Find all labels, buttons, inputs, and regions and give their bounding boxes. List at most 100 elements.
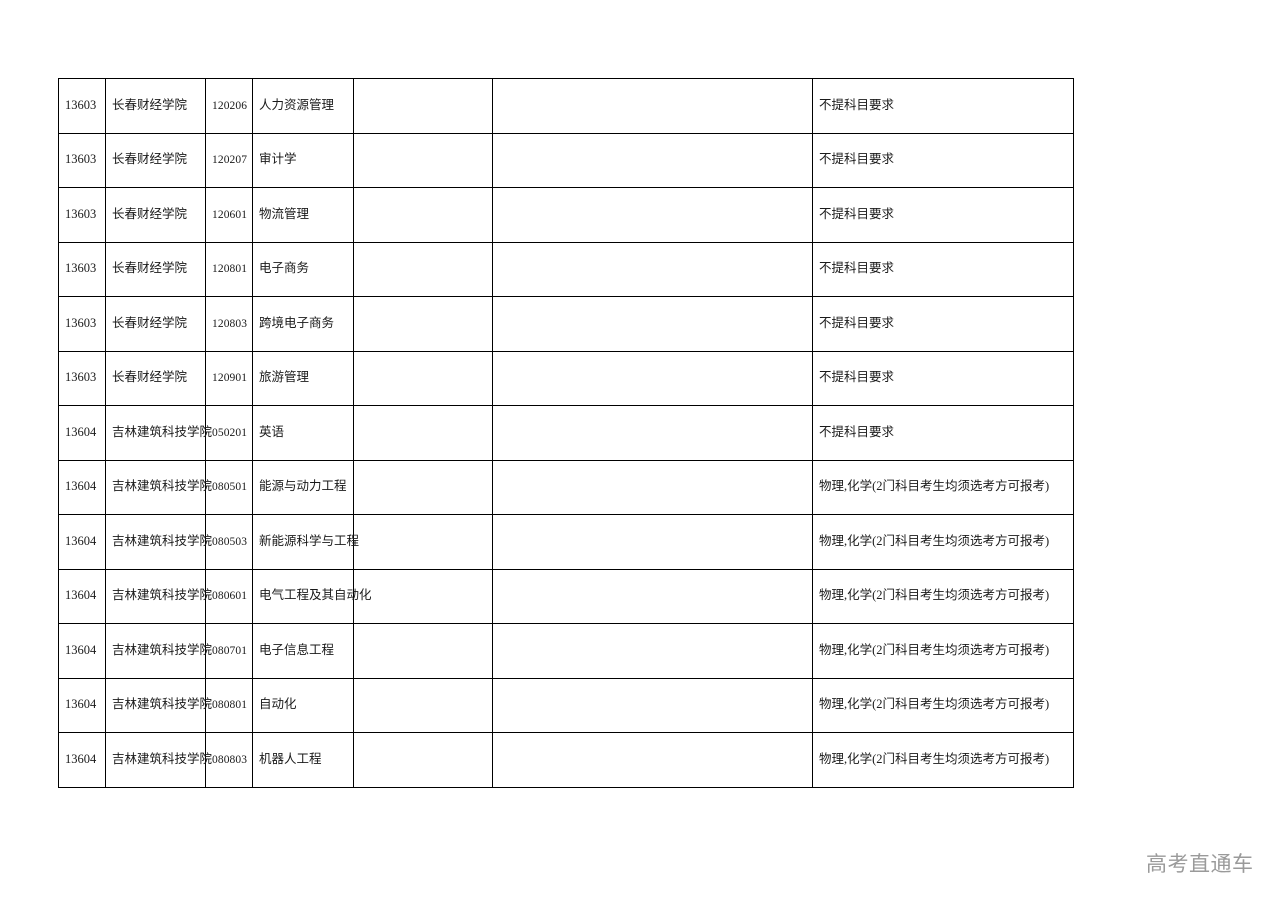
cell-blank-a (353, 187, 493, 243)
cell-major-code: 120901 (205, 350, 253, 406)
cell-school-code: 13604 (58, 623, 106, 679)
cell-school-name: 长春财经学院 (105, 78, 206, 134)
cell-blank-b (492, 132, 813, 188)
table-row: 13603 长春财经学院 120801 电子商务 不提科目要求 (58, 241, 1074, 297)
cell-blank-a (353, 514, 493, 570)
cell-blank-a (353, 78, 493, 134)
cell-school-name: 长春财经学院 (105, 241, 206, 297)
cell-blank-b (492, 405, 813, 461)
cell-blank-b (492, 459, 813, 515)
table-row: 13604 吉林建筑科技学院 080601 电气工程及其自动化 物理,化学(2门科目考生… (58, 568, 1074, 624)
cell-major-code: 080701 (205, 623, 253, 679)
table-row: 13604 吉林建筑科技学院 080503 新能源科学与工程 物理,化学(2门科目考生均… (58, 514, 1074, 570)
cell-major-name: 人力资源管理 (252, 78, 354, 134)
cell-requirement: 不提科目要求 (812, 78, 1074, 134)
watermark: 高考直通车 (1146, 853, 1254, 876)
cell-major-code: 080803 (205, 732, 253, 788)
cell-blank-b (492, 732, 813, 788)
table-row: 13603 长春财经学院 120803 跨境电子商务 不提科目要求 (58, 296, 1074, 352)
cell-major-code: 080601 (205, 568, 253, 624)
cell-major-name: 新能源科学与工程 (252, 514, 359, 570)
cell-requirement: 物理,化学(2门科目考生均须选考方可报考) (812, 732, 1074, 788)
subject-requirement-table: 13603 长春财经学院 120206 人力资源管理 不提科目要求 13603 长春财经学院… (58, 78, 1074, 788)
cell-major-name: 能源与动力工程 (252, 459, 354, 515)
cell-major-name: 电气工程及其自动化 (252, 568, 372, 624)
cell-major-code: 080501 (205, 459, 253, 515)
cell-blank-a (353, 732, 493, 788)
cell-blank-b (492, 78, 813, 134)
cell-school-code: 13604 (58, 568, 106, 624)
cell-school-name: 吉林建筑科技学院 (105, 732, 212, 788)
cell-requirement: 不提科目要求 (812, 241, 1074, 297)
cell-school-code: 13603 (58, 78, 106, 134)
cell-blank-b (492, 677, 813, 733)
cell-major-name: 电子商务 (252, 241, 354, 297)
cell-blank-a (353, 677, 493, 733)
cell-school-code: 13604 (58, 677, 106, 733)
cell-blank-b (492, 514, 813, 570)
table-row: 13604 吉林建筑科技学院 080803 机器人工程 物理,化学(2门科目考生均须选考… (58, 732, 1074, 788)
cell-major-code: 080503 (205, 514, 253, 570)
cell-major-name: 物流管理 (252, 187, 354, 243)
cell-major-name: 审计学 (252, 132, 354, 188)
cell-school-name: 吉林建筑科技学院 (105, 514, 212, 570)
cell-blank-a (353, 405, 493, 461)
table-row: 13604 吉林建筑科技学院 080801 自动化 物理,化学(2门科目考生均须选考方可… (58, 677, 1074, 733)
cell-requirement: 不提科目要求 (812, 132, 1074, 188)
cell-requirement: 物理,化学(2门科目考生均须选考方可报考) (812, 568, 1074, 624)
table-body: 13603 长春财经学院 120206 人力资源管理 不提科目要求 13603 长春财经学院… (58, 78, 1074, 788)
cell-blank-a (353, 241, 493, 297)
cell-blank-a (353, 568, 493, 624)
cell-blank-b (492, 568, 813, 624)
table-row: 13603 长春财经学院 120207 审计学 不提科目要求 (58, 132, 1074, 188)
table-row: 13604 吉林建筑科技学院 080701 电子信息工程 物理,化学(2门科目考生均须选… (58, 623, 1074, 679)
cell-blank-b (492, 296, 813, 352)
cell-blank-b (492, 350, 813, 406)
cell-major-name: 旅游管理 (252, 350, 354, 406)
cell-requirement: 物理,化学(2门科目考生均须选考方可报考) (812, 623, 1074, 679)
cell-school-code: 13603 (58, 187, 106, 243)
cell-school-code: 13603 (58, 296, 106, 352)
table-row: 13604 吉林建筑科技学院 080501 能源与动力工程 物理,化学(2门科目考生均须… (58, 459, 1074, 515)
cell-major-code: 120601 (205, 187, 253, 243)
cell-school-code: 13604 (58, 514, 106, 570)
cell-blank-b (492, 187, 813, 243)
cell-blank-a (353, 296, 493, 352)
cell-blank-a (353, 132, 493, 188)
cell-major-name: 电子信息工程 (252, 623, 354, 679)
cell-major-name: 自动化 (252, 677, 354, 733)
cell-school-code: 13604 (58, 459, 106, 515)
cell-requirement: 不提科目要求 (812, 187, 1074, 243)
table-row: 13603 长春财经学院 120206 人力资源管理 不提科目要求 (58, 78, 1074, 134)
cell-school-name: 吉林建筑科技学院 (105, 677, 212, 733)
cell-school-code: 13603 (58, 132, 106, 188)
table-row: 13604 吉林建筑科技学院 050201 英语 不提科目要求 (58, 405, 1074, 461)
cell-school-name: 长春财经学院 (105, 296, 206, 352)
cell-requirement: 物理,化学(2门科目考生均须选考方可报考) (812, 677, 1074, 733)
cell-requirement: 不提科目要求 (812, 350, 1074, 406)
cell-blank-b (492, 623, 813, 679)
cell-major-code: 080801 (205, 677, 253, 733)
cell-school-name: 长春财经学院 (105, 132, 206, 188)
cell-school-name: 吉林建筑科技学院 (105, 623, 212, 679)
cell-major-name: 机器人工程 (252, 732, 354, 788)
cell-major-code: 120207 (205, 132, 253, 188)
cell-school-code: 13604 (58, 405, 106, 461)
cell-major-code: 120801 (205, 241, 253, 297)
cell-school-name: 长春财经学院 (105, 350, 206, 406)
cell-requirement: 不提科目要求 (812, 296, 1074, 352)
cell-major-code: 120206 (205, 78, 253, 134)
cell-blank-a (353, 459, 493, 515)
cell-school-code: 13604 (58, 732, 106, 788)
cell-blank-b (492, 241, 813, 297)
cell-school-name: 吉林建筑科技学院 (105, 405, 212, 461)
cell-requirement: 物理,化学(2门科目考生均须选考方可报考) (812, 459, 1074, 515)
cell-major-name: 英语 (252, 405, 354, 461)
cell-major-code: 050201 (205, 405, 253, 461)
cell-school-name: 长春财经学院 (105, 187, 206, 243)
cell-school-name: 吉林建筑科技学院 (105, 568, 212, 624)
cell-requirement: 不提科目要求 (812, 405, 1074, 461)
cell-blank-a (353, 350, 493, 406)
table-row: 13603 长春财经学院 120901 旅游管理 不提科目要求 (58, 350, 1074, 406)
cell-requirement: 物理,化学(2门科目考生均须选考方可报考) (812, 514, 1074, 570)
